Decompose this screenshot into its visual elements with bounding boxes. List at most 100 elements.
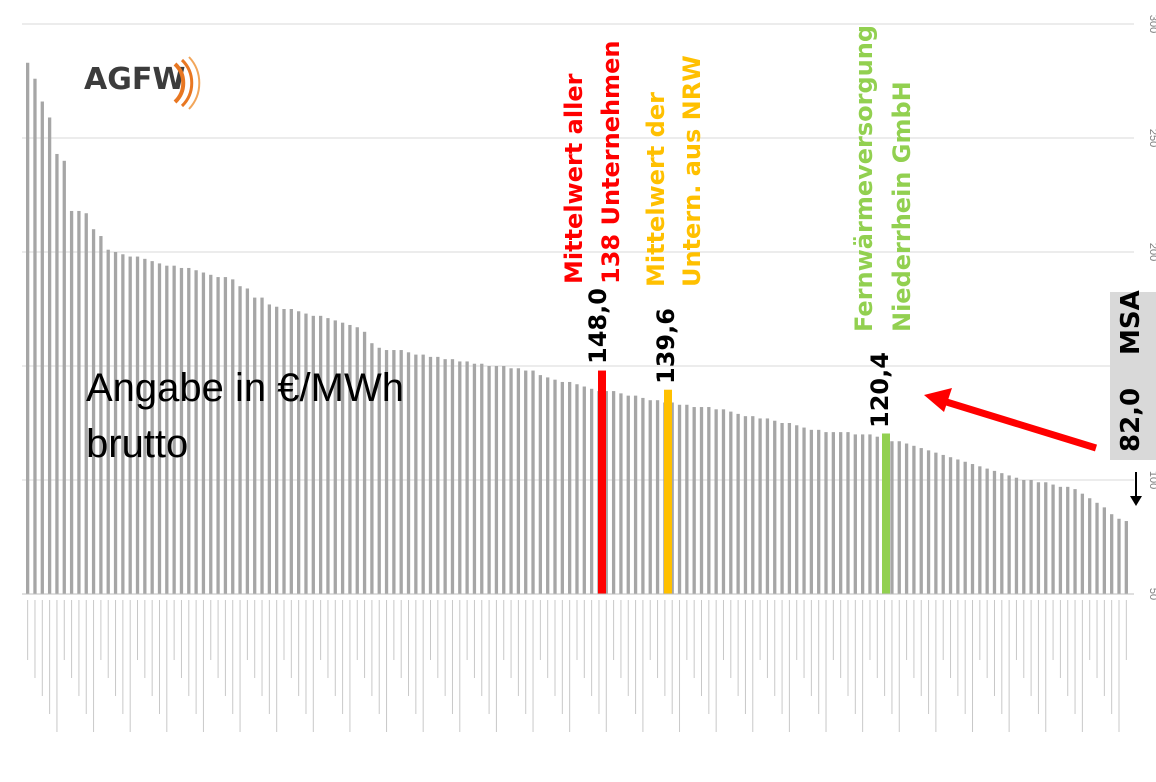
bar bbox=[275, 306, 279, 594]
bar bbox=[392, 350, 396, 594]
bar bbox=[721, 409, 726, 594]
bar bbox=[817, 429, 821, 594]
bar bbox=[428, 356, 433, 594]
bar bbox=[157, 263, 162, 594]
bar bbox=[487, 366, 491, 594]
bar bbox=[699, 407, 704, 594]
bar bbox=[963, 461, 967, 594]
bar bbox=[99, 236, 103, 595]
bar bbox=[926, 450, 931, 594]
bar bbox=[743, 416, 748, 594]
bar bbox=[1022, 480, 1026, 594]
bar bbox=[707, 407, 711, 594]
bar bbox=[297, 311, 301, 594]
bar bbox=[1000, 473, 1004, 594]
bar bbox=[289, 309, 293, 594]
bar bbox=[33, 78, 37, 595]
bar bbox=[340, 322, 345, 594]
bar bbox=[582, 386, 586, 594]
bar bbox=[318, 315, 323, 594]
bar bbox=[648, 400, 652, 594]
bar bbox=[245, 288, 250, 594]
y-tick-label: 300 bbox=[1147, 15, 1156, 33]
bar bbox=[370, 343, 374, 594]
company-line1: Fernwärmeversorgung bbox=[850, 24, 878, 332]
all-mean-line1: Mittelwert aller bbox=[560, 73, 588, 284]
bar bbox=[919, 448, 923, 594]
bar bbox=[253, 297, 257, 594]
bar bbox=[685, 404, 689, 594]
bar bbox=[780, 423, 784, 594]
bar bbox=[875, 436, 879, 594]
bar bbox=[956, 459, 960, 594]
msa-arrow-head bbox=[1130, 496, 1142, 506]
bar bbox=[992, 470, 997, 594]
bar bbox=[399, 350, 403, 594]
bar bbox=[1102, 507, 1106, 594]
bar bbox=[934, 452, 938, 594]
bar bbox=[575, 384, 579, 594]
company-value: 120,4 bbox=[866, 352, 894, 428]
bar bbox=[40, 101, 44, 595]
bar bbox=[282, 309, 286, 594]
bar bbox=[546, 377, 550, 594]
bar bbox=[406, 352, 411, 594]
bar bbox=[135, 256, 140, 594]
bar bbox=[860, 434, 865, 594]
bar bbox=[626, 395, 630, 594]
y-tick-label: 250 bbox=[1147, 129, 1156, 147]
highlight-bar-1 bbox=[598, 370, 606, 594]
bar bbox=[172, 265, 176, 594]
bar bbox=[985, 468, 989, 594]
bar bbox=[201, 272, 206, 594]
bar bbox=[326, 318, 330, 594]
bar bbox=[1007, 475, 1011, 594]
bar bbox=[450, 359, 455, 594]
bar bbox=[553, 379, 557, 594]
bar bbox=[1073, 489, 1077, 594]
unit-note-line1: Angabe in €/MWh bbox=[86, 366, 404, 410]
bar bbox=[1014, 477, 1019, 594]
bar bbox=[436, 356, 440, 594]
bar bbox=[304, 313, 308, 594]
bar bbox=[831, 432, 835, 594]
all-mean-value: 148,0 bbox=[584, 288, 612, 364]
bar bbox=[751, 416, 755, 594]
bar bbox=[69, 210, 74, 594]
bar bbox=[458, 361, 462, 594]
bar bbox=[904, 443, 909, 594]
bar bbox=[333, 320, 337, 594]
nrw-mean-value: 139,6 bbox=[652, 308, 680, 384]
bar bbox=[1110, 514, 1114, 594]
bar bbox=[355, 327, 359, 594]
agfw-logo: AGFW bbox=[80, 50, 210, 110]
bar bbox=[714, 409, 718, 594]
bar bbox=[1058, 486, 1063, 594]
bar bbox=[839, 432, 843, 594]
bar bbox=[619, 393, 623, 594]
bar bbox=[84, 213, 88, 595]
bar bbox=[106, 249, 110, 594]
msa-label: MSA bbox=[1116, 290, 1146, 355]
bar bbox=[480, 363, 484, 594]
bar bbox=[809, 429, 814, 594]
bar bbox=[692, 407, 696, 594]
bar bbox=[384, 350, 389, 594]
bar bbox=[655, 400, 660, 594]
bar bbox=[377, 347, 381, 594]
bar bbox=[143, 258, 147, 594]
bar bbox=[824, 432, 828, 594]
bar bbox=[1124, 521, 1128, 594]
bar bbox=[758, 418, 762, 594]
bar bbox=[150, 261, 154, 594]
bar bbox=[62, 160, 66, 595]
bar bbox=[362, 331, 367, 594]
bar bbox=[311, 315, 315, 594]
bar bbox=[465, 361, 469, 594]
bar bbox=[897, 441, 901, 594]
highlight-bar-3 bbox=[882, 433, 890, 594]
bar bbox=[238, 286, 242, 594]
bar bbox=[970, 464, 975, 594]
bar bbox=[846, 432, 850, 594]
